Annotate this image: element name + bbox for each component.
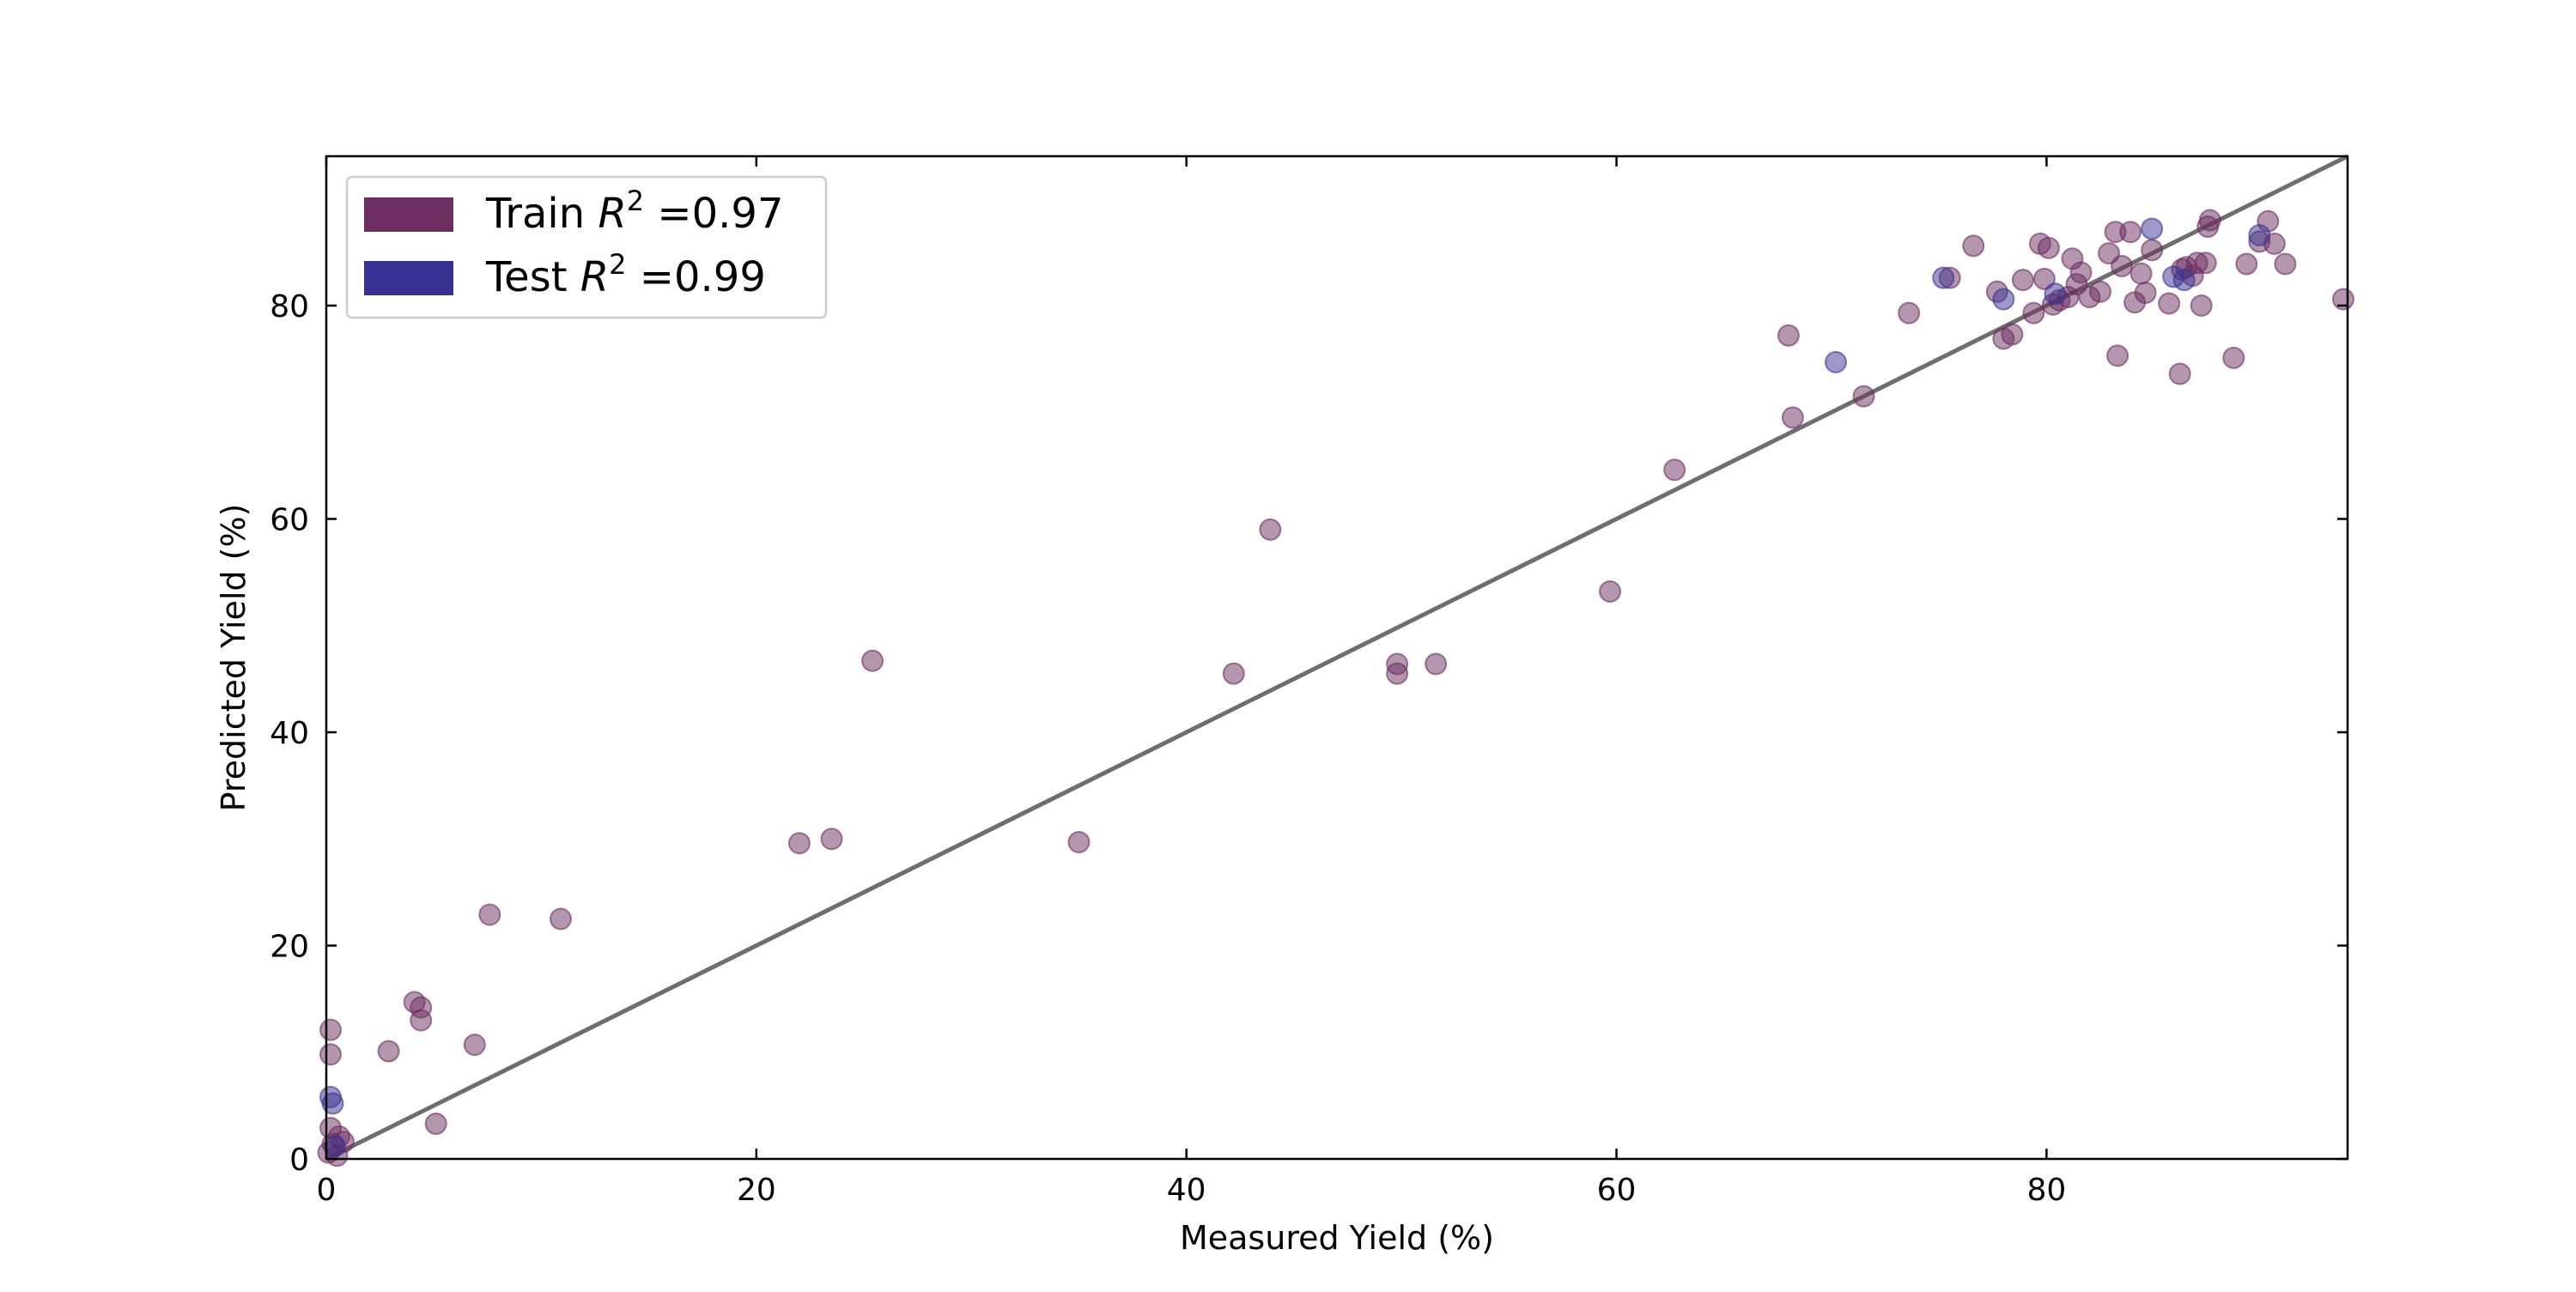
x-tick-label: 40 xyxy=(1167,1173,1206,1208)
y-tick-label: 60 xyxy=(270,502,309,537)
train-point xyxy=(2141,239,2164,262)
y-tick-label: 0 xyxy=(289,1143,309,1178)
train-point xyxy=(1663,458,1686,482)
y-axis-label: Predicted Yield (%) xyxy=(215,504,252,812)
train-point xyxy=(2069,261,2093,284)
test-point xyxy=(1824,350,1847,373)
x-tick-label: 80 xyxy=(2026,1173,2066,1208)
train-point xyxy=(861,649,884,672)
train-point xyxy=(463,1034,486,1057)
legend-label-test: Test R2 =0.99 xyxy=(485,248,766,301)
test-point xyxy=(2141,217,2164,240)
train-point xyxy=(1067,830,1091,853)
train-point xyxy=(377,1040,400,1063)
train-point xyxy=(1898,301,1921,325)
train-point xyxy=(2190,294,2213,317)
train-point xyxy=(2106,344,2129,367)
train-point xyxy=(1599,579,1622,603)
plot-frame xyxy=(325,155,2349,1161)
series-train xyxy=(317,209,2354,1168)
train-point xyxy=(2134,282,2157,305)
x-tick-label: 20 xyxy=(737,1173,776,1208)
test-point xyxy=(2248,223,2271,246)
train-point xyxy=(2235,252,2258,276)
train-point xyxy=(2168,362,2191,385)
train-point xyxy=(1259,518,1282,541)
test-point xyxy=(1932,266,1955,289)
test-point xyxy=(1992,288,2015,311)
test-point xyxy=(2044,282,2067,306)
train-point xyxy=(2198,209,2221,232)
legend-label-train: Train R2 =0.97 xyxy=(485,185,784,238)
train-point xyxy=(2037,236,2060,259)
train-point xyxy=(2158,292,2181,315)
train-point xyxy=(2022,301,2045,325)
train-point xyxy=(1781,406,1804,429)
train-point xyxy=(410,1009,433,1032)
train-point xyxy=(2119,221,2142,244)
y-tick-label: 80 xyxy=(270,289,309,325)
test-point xyxy=(324,1135,347,1158)
train-point xyxy=(2129,262,2153,285)
y-tick-label: 20 xyxy=(270,929,309,964)
x-axis-label: Measured Yield (%) xyxy=(1180,1219,1494,1257)
legend-frame xyxy=(345,175,828,319)
test-point xyxy=(321,1092,344,1115)
train-point xyxy=(2001,323,2024,346)
train-point xyxy=(319,1043,343,1066)
test-point xyxy=(2172,269,2196,292)
train-point xyxy=(424,1112,447,1135)
train-point xyxy=(2111,254,2134,277)
train-point xyxy=(2274,252,2297,276)
legend-swatch-train xyxy=(364,197,453,232)
train-point xyxy=(549,907,572,931)
train-point xyxy=(2194,252,2217,275)
train-point xyxy=(1425,652,1448,676)
train-point xyxy=(1386,652,1409,676)
train-point xyxy=(2011,269,2034,292)
legend: Train R2 =0.97 Test R2 =0.99 xyxy=(345,175,828,319)
train-point xyxy=(787,832,811,855)
train-point xyxy=(1777,324,1800,347)
train-point xyxy=(2222,346,2245,369)
train-point xyxy=(478,903,501,926)
train-point xyxy=(820,828,843,851)
train-point xyxy=(2089,280,2112,303)
train-point xyxy=(2032,267,2056,290)
y-tick-label: 40 xyxy=(270,716,309,751)
train-point xyxy=(1962,234,1985,258)
train-point xyxy=(1222,662,1245,685)
x-tick-label: 0 xyxy=(317,1173,337,1208)
x-tick-label: 60 xyxy=(1597,1173,1637,1208)
train-point xyxy=(319,1018,343,1041)
train-point xyxy=(1852,385,1875,408)
legend-swatch-test xyxy=(364,261,453,295)
